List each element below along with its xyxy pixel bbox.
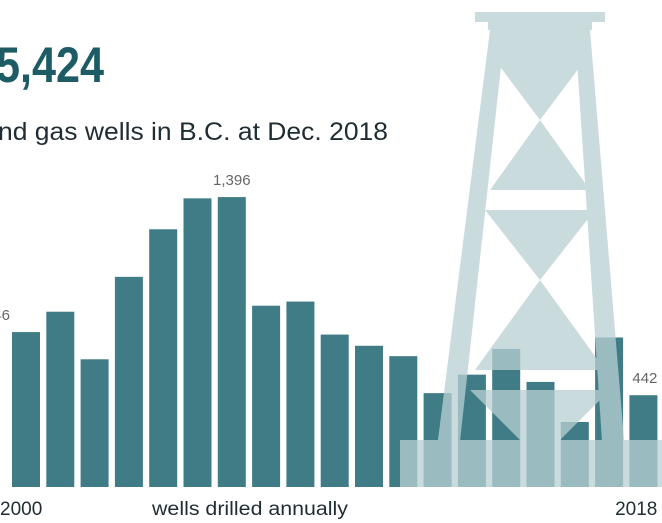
- x-tick-label: 2018: [615, 499, 657, 520]
- bar: [252, 305, 281, 487]
- bar: [217, 197, 246, 487]
- value-label: 746: [0, 307, 10, 324]
- bar: [46, 311, 75, 487]
- x-axis-label: wells drilled annually: [151, 499, 349, 520]
- derrick-icon: [400, 12, 662, 487]
- chart-title: 5,424: [0, 37, 104, 93]
- value-label: 442: [632, 370, 657, 387]
- value-label: 1,396: [213, 172, 251, 189]
- bar: [320, 334, 349, 487]
- bar: [355, 345, 383, 487]
- chart-subtitle: nd gas wells in B.C. at Dec. 2018: [0, 118, 388, 146]
- x-tick-label: 2000: [0, 499, 42, 520]
- bar: [114, 276, 143, 487]
- bar: [286, 301, 315, 487]
- bar: [183, 198, 212, 488]
- bar: [149, 229, 178, 488]
- bar: [80, 359, 109, 487]
- bar: [12, 332, 40, 487]
